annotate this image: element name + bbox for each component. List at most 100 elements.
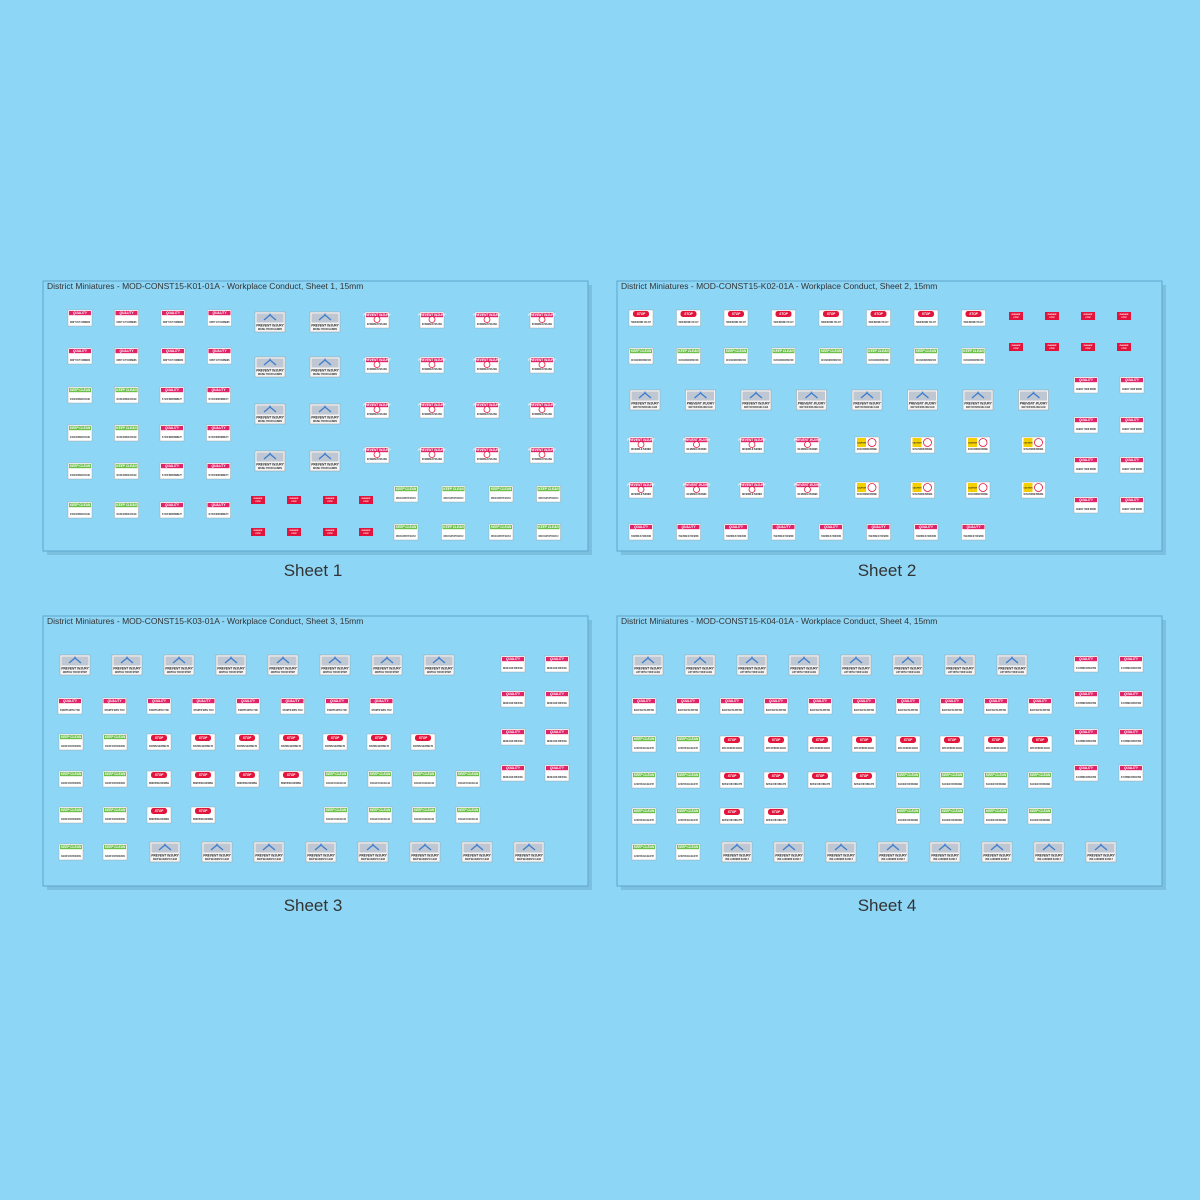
sign-text: NO SMOKING IN THIS AREA [477,323,497,326]
sign-text: KEEP YOUR WORK AREA CLEAR [800,406,824,409]
sign-figure [694,391,707,399]
sign: KEEP CLEAN DISPOSE OF CIGARETTE BUTTS THO… [536,485,561,503]
sign-hazard [912,438,922,447]
sign-header-bar [370,699,393,704]
sign-text: WASH YOUR HANDS BEFORE RETURNING TO WORK [821,359,841,362]
sign-header-bar [115,388,138,393]
sign-picture [463,843,491,853]
sign-text: NO SMOKING IN THIS AREA [422,458,442,461]
sign-text: TAKE PRIDE IN YOUR WORK [679,535,699,538]
sign-text: NO EATING OR DRINKING IN THIS AREA [117,398,137,401]
sign-text: PLEASE WIPE YOUR FEET BEFORE ENTERING [105,782,125,785]
sign-figure [432,656,446,664]
sign-header: QUALITY [506,657,521,661]
sign-text: WASH YOUR HANDS [313,467,337,470]
sign-picture [964,391,992,401]
sign-text: CHECK YOUR WORK [1076,428,1096,431]
sign-header: KEEP CLEAN [61,845,82,849]
decal-sheet: District Miniatures - MOD-CONST15-K01-01… [42,280,592,580]
sign-header: KEEP CLEAN [538,525,559,529]
sign-text: THINK BEFORE YOU ACT [869,321,889,324]
sign-prohibit [428,406,436,413]
sign-text: FASTEN SEATBELTS [413,745,433,748]
sheet-label: Sheet 2 [858,561,917,580]
sign-header-bar [1029,773,1051,778]
sign-plate [287,496,301,504]
sign-header: PREVENT INJURY [842,667,870,671]
sign: QUALITY TAKE PRIDE IN YOUR WORK [771,523,796,541]
sign-header: DANGER [1048,314,1057,316]
sign-header-bar [442,525,465,530]
sign-header: DANGER [1084,314,1093,316]
sign: KEEP CLEAN HELP KEEP THIS AREA CLEAN AND … [631,843,657,861]
sign-header: KEEP CLEAN [1030,809,1051,813]
sign-header: QUALITY [550,692,565,696]
sign-header-bar [772,525,795,530]
sign: QUALITY IS YOUR RESPONSIBILITY [206,462,231,480]
sign-text: PLEASE WASH YOUR OWN DISHES [986,819,1006,822]
sign-header: KEEP CLEAN [634,809,655,813]
sign-text: NO MOBILE PHONES [631,493,651,496]
sign-header: KEEP CLEAN [986,809,1007,813]
sign-picture [946,656,974,666]
sign-header-bar [1121,458,1143,463]
sign-header: STOP [816,774,825,778]
sign: KEEP CLEAN PLEASE WIPE YOUR FEET BEFORE E… [58,843,84,861]
sign: QUALITY STARTS WITH YOU [280,697,305,715]
sign: QUALITY DON'T CUT CORNERS [160,347,186,365]
sign-figure [860,391,874,399]
sign-text: KEEP WALKWAYS CLEAR [465,858,489,861]
sign-header-bar [476,358,498,363]
sign-text: WATCH FOR MOVING VEHICLES [942,747,962,750]
sign-figure [886,843,900,851]
sign-text: PLEASE WASH YOUR OWN DISHES [942,819,962,822]
sign: KEEP CLEAN PLEASE LEAVE THIS LUNCH AREA C… [455,806,481,824]
sign-header: PREVENT INJURY [1087,854,1115,858]
sign-text: WATCH FOR MOVING VEHICLES [854,747,874,750]
sign-text: WASH YOUR HANDS [313,328,337,331]
sign-header-bar [60,735,82,740]
sign-header-bar [1075,458,1097,463]
sign-header: STOP [684,312,693,316]
sign-header: KEEP CLEAN [396,487,417,491]
sign: KEEP CLEAN DISPOSE OF CIGARETTE BUTTS THO… [488,485,514,503]
sign: QUALITY IS CUSTOMER SATISFACTION [1073,764,1099,782]
sign: QUALITY IS YOUR RESPONSIBILITY [159,501,185,519]
sign-header: DANGER [1012,314,1021,316]
sign-header: KEEP CLEAN [942,773,963,777]
sign-picture [631,391,659,401]
sign-header: KEEP CLEAN [414,808,435,812]
sign-header: QUALITY [550,657,565,661]
sign-text: PLEASE LEAVE THIS LUNCH AREA CLEAN [414,818,434,821]
sign-header: PREVENT INJURY [634,667,662,671]
sign-picture [687,391,714,401]
sign-hazard [857,438,866,447]
sign-text: PLEASE LEAVE THIS LUNCH AREA CLEAN [414,782,434,785]
sign-prohibit [483,451,491,458]
sign-header: STOP [816,738,825,742]
sign: KEEP CLEAN PLEASE WIPE YOUR FEET BEFORE E… [102,770,128,788]
sign: KEEP CLEAN PLEASE LEAVE THIS LUNCH AREA C… [323,806,349,824]
sign-header: QUALITY [212,426,227,430]
sign-text: HELP KEEP THIS AREA CLEAN AND TIDY [678,819,698,822]
sign-header: STOP [1036,738,1045,742]
sign-picture [311,452,339,462]
sign-text: PLEASE LEAVE THIS LUNCH AREA CLEAN [458,818,478,821]
sheet-title: District Miniatures - MOD-CONST15-K04-01… [621,616,937,626]
sign-text: WASH YOUR HANDS [258,420,282,423]
sign-text: NO SMOKING IN THIS AREA [477,413,497,416]
sign-header-bar [985,699,1007,704]
sign-picture [1087,843,1115,853]
sign-header: DANGER [326,530,335,532]
sign-header-bar [476,403,498,408]
sign-picture [853,391,881,401]
sign-header: STOP [772,810,781,814]
sign-prohibit [748,441,756,448]
